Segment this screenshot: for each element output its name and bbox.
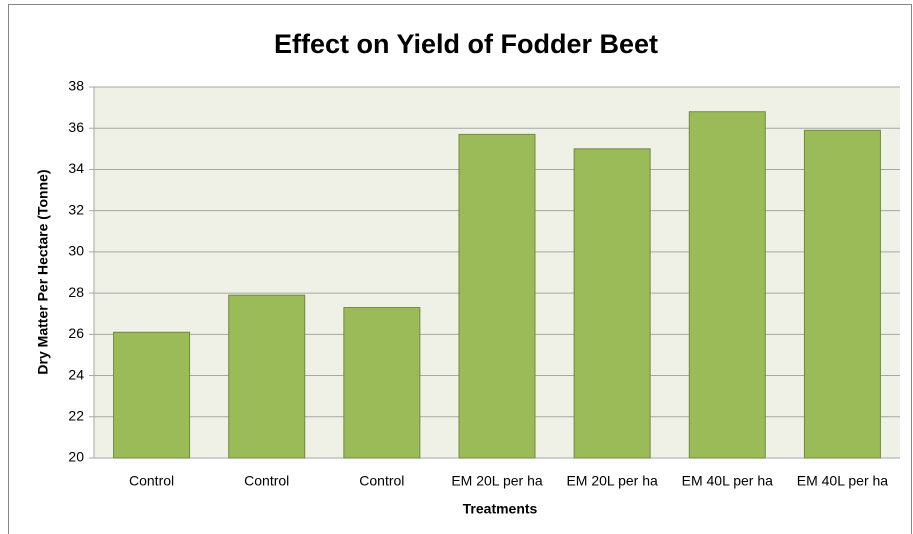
bar (688, 111, 766, 459)
bar (573, 148, 651, 459)
y-tick-label: 36 (68, 119, 84, 135)
y-tick-label: 32 (68, 201, 84, 217)
x-axis-label: Treatments (463, 501, 538, 517)
x-tick-label: EM 20L per ha (566, 473, 658, 489)
y-tick-label: 34 (68, 160, 84, 176)
y-tick-label: 24 (68, 366, 84, 382)
bar (343, 307, 421, 459)
chart-title: Effect on Yield of Fodder Beet (274, 29, 658, 59)
bar (228, 294, 306, 459)
y-axis-label: Dry Matter Per Hectare (Tonne) (35, 169, 51, 374)
y-tick-label: 26 (68, 325, 84, 341)
y-tick-label: 20 (68, 449, 84, 465)
x-tick-label: EM 40L per ha (682, 473, 774, 489)
y-tick-label: 22 (68, 407, 84, 423)
x-tick-label: Control (129, 473, 174, 489)
x-tick-label: Control (359, 473, 404, 489)
x-tick-label: Control (244, 473, 289, 489)
bar (458, 133, 536, 459)
bar (113, 331, 191, 459)
y-tick-label: 38 (68, 78, 84, 94)
y-tick-label: 30 (68, 243, 84, 259)
bar (803, 129, 881, 459)
y-tick-label: 28 (68, 284, 84, 300)
x-tick-label: EM 20L per ha (451, 473, 543, 489)
x-tick-label: EM 40L per ha (797, 473, 889, 489)
